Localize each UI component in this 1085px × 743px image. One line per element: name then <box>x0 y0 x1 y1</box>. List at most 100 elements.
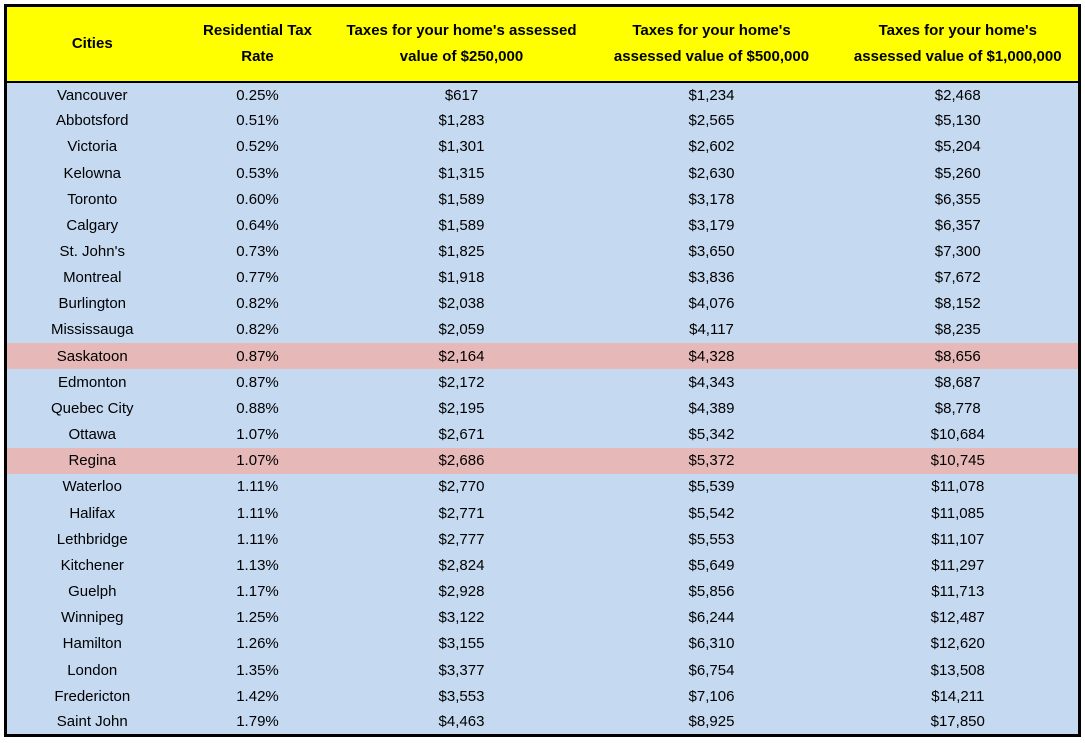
cell-tax-rate: 1.11% <box>177 500 338 527</box>
cell-tax-1m: $8,687 <box>837 369 1080 396</box>
cell-tax-250k: $1,825 <box>337 238 586 265</box>
cell-tax-500k: $1,234 <box>585 81 838 108</box>
table-row: Montreal 0.77% $1,918 $3,836 $7,672 <box>5 264 1080 291</box>
header-tax-250k: Taxes for your home's assessed value of … <box>337 5 586 83</box>
cell-city: London <box>5 656 178 684</box>
cell-tax-1m: $6,355 <box>837 186 1080 213</box>
cell-city: Halifax <box>5 500 178 527</box>
table-row: St. John's 0.73% $1,825 $3,650 $7,300 <box>5 238 1080 265</box>
cell-tax-rate: 0.52% <box>177 133 338 160</box>
table-row: Victoria 0.52% $1,301 $2,602 $5,204 <box>5 133 1080 160</box>
header-cities: Cities <box>5 5 178 83</box>
cell-tax-1m: $8,656 <box>837 343 1080 370</box>
cell-tax-500k: $5,553 <box>585 526 838 553</box>
cell-tax-1m: $12,620 <box>837 630 1080 657</box>
cell-tax-500k: $5,539 <box>585 473 838 500</box>
cell-tax-1m: $8,152 <box>837 290 1080 317</box>
cell-tax-1m: $11,713 <box>837 578 1080 605</box>
cell-tax-1m: $10,684 <box>837 421 1080 448</box>
cell-tax-rate: 1.26% <box>177 630 338 657</box>
cell-city: Ottawa <box>5 421 178 448</box>
cell-tax-250k: $2,671 <box>337 421 586 448</box>
cell-tax-250k: $2,038 <box>337 290 586 317</box>
cell-city: Vancouver <box>5 81 178 108</box>
cell-tax-rate: 0.77% <box>177 264 338 291</box>
cell-tax-250k: $2,195 <box>337 395 586 422</box>
header-tax-500k: Taxes for your home's assessed value of … <box>585 5 838 83</box>
cell-tax-250k: $1,918 <box>337 264 586 291</box>
cell-city: Quebec City <box>5 395 178 422</box>
cell-tax-250k: $2,172 <box>337 369 586 396</box>
table-header: Cities Residential Tax Rate Taxes for yo… <box>5 5 1080 83</box>
cell-tax-1m: $12,487 <box>837 604 1080 631</box>
header-tax-rate: Residential Tax Rate <box>177 5 338 83</box>
page: Cities Residential Tax Rate Taxes for yo… <box>4 4 1081 737</box>
table-row: Quebec City 0.88% $2,195 $4,389 $8,778 <box>5 395 1080 422</box>
cell-tax-250k: $1,301 <box>337 133 586 160</box>
table-row: Hamilton 1.26% $3,155 $6,310 $12,620 <box>5 630 1080 657</box>
cell-tax-1m: $11,297 <box>837 552 1080 579</box>
cell-city: Hamilton <box>5 630 178 657</box>
cell-tax-500k: $8,925 <box>585 709 838 736</box>
cell-tax-500k: $5,649 <box>585 552 838 579</box>
table-row: Lethbridge 1.11% $2,777 $5,553 $11,107 <box>5 526 1080 553</box>
table-body: Vancouver 0.25% $617 $1,234 $2,468 Abbotsford… <box>5 81 1080 736</box>
cell-tax-500k: $4,389 <box>585 395 838 422</box>
cell-tax-rate: 1.07% <box>177 421 338 448</box>
table-row: Burlington 0.82% $2,038 $4,076 $8,152 <box>5 290 1080 317</box>
cell-tax-rate: 1.11% <box>177 526 338 553</box>
cell-tax-1m: $6,357 <box>837 212 1080 239</box>
table-row: Fredericton 1.42% $3,553 $7,106 $14,211 <box>5 683 1080 710</box>
cell-city: Edmonton <box>5 369 178 396</box>
cell-city: Waterloo <box>5 473 178 500</box>
cell-tax-250k: $1,589 <box>337 186 586 213</box>
table-row: Winnipeg 1.25% $3,122 $6,244 $12,487 <box>5 604 1080 631</box>
cell-tax-500k: $6,310 <box>585 630 838 657</box>
cell-tax-1m: $8,778 <box>837 395 1080 422</box>
cell-tax-250k: $2,770 <box>337 473 586 500</box>
cell-tax-rate: 0.25% <box>177 81 338 108</box>
table-row: Kelowna 0.53% $1,315 $2,630 $5,260 <box>5 159 1080 187</box>
cell-tax-rate: 0.82% <box>177 316 338 344</box>
cell-city: Fredericton <box>5 683 178 710</box>
cell-tax-rate: 0.64% <box>177 212 338 239</box>
table-row: Guelph 1.17% $2,928 $5,856 $11,713 <box>5 578 1080 605</box>
cell-tax-250k: $1,315 <box>337 159 586 187</box>
cell-city: Toronto <box>5 186 178 213</box>
cell-tax-1m: $5,130 <box>837 107 1080 134</box>
cell-tax-250k: $2,824 <box>337 552 586 579</box>
table-row-highlighted: Saskatoon 0.87% $2,164 $4,328 $8,656 <box>5 343 1080 370</box>
cell-city: Victoria <box>5 133 178 160</box>
cell-tax-rate: 1.79% <box>177 709 338 736</box>
header-row: Cities Residential Tax Rate Taxes for yo… <box>5 5 1080 83</box>
cell-tax-1m: $13,508 <box>837 656 1080 684</box>
cell-tax-1m: $7,672 <box>837 264 1080 291</box>
cell-tax-1m: $11,107 <box>837 526 1080 553</box>
cell-tax-250k: $4,463 <box>337 709 586 736</box>
cell-tax-1m: $5,260 <box>837 159 1080 187</box>
cell-tax-500k: $6,754 <box>585 656 838 684</box>
table-row-highlighted: Regina 1.07% $2,686 $5,372 $10,745 <box>5 447 1080 474</box>
cell-tax-1m: $7,300 <box>837 238 1080 265</box>
cell-tax-250k: $3,553 <box>337 683 586 710</box>
cell-city: Lethbridge <box>5 526 178 553</box>
cell-city: Guelph <box>5 578 178 605</box>
table-row: Vancouver 0.25% $617 $1,234 $2,468 <box>5 81 1080 108</box>
cell-tax-500k: $2,602 <box>585 133 838 160</box>
cell-city: Kitchener <box>5 552 178 579</box>
table-row: Saint John 1.79% $4,463 $8,925 $17,850 <box>5 709 1080 736</box>
cell-tax-250k: $2,777 <box>337 526 586 553</box>
cell-tax-500k: $5,342 <box>585 421 838 448</box>
cell-tax-500k: $4,117 <box>585 316 838 344</box>
cell-tax-1m: $8,235 <box>837 316 1080 344</box>
cell-city: Burlington <box>5 290 178 317</box>
cell-city: Saint John <box>5 709 178 736</box>
cell-tax-rate: 1.11% <box>177 473 338 500</box>
cell-tax-1m: $11,085 <box>837 500 1080 527</box>
cell-tax-rate: 0.73% <box>177 238 338 265</box>
cell-city: Kelowna <box>5 159 178 187</box>
cell-tax-500k: $5,372 <box>585 447 838 474</box>
cell-tax-rate: 1.25% <box>177 604 338 631</box>
cell-tax-250k: $617 <box>337 81 586 108</box>
cell-city: Saskatoon <box>5 343 178 370</box>
